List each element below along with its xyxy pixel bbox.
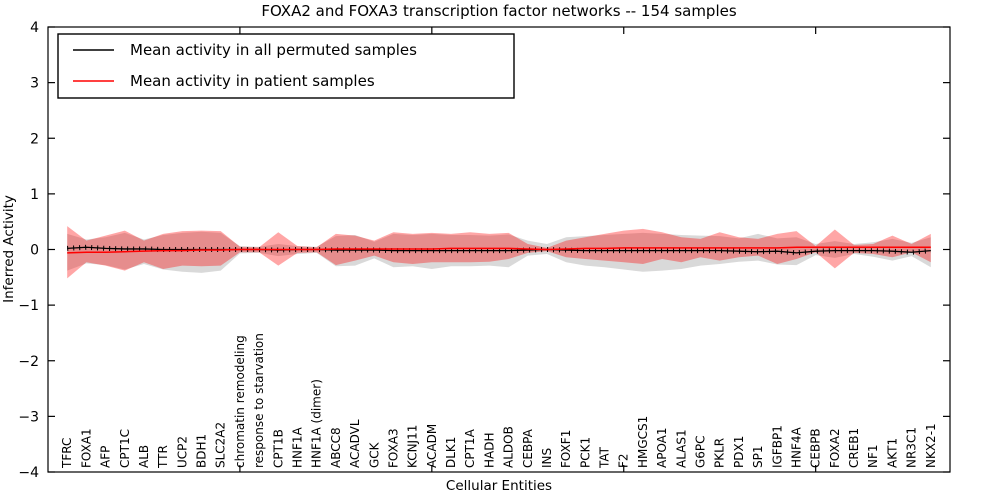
patient-mean-line [67,246,931,254]
x-category-label: CPT1A [463,428,477,468]
x-category-label: HNF1A [290,426,304,468]
x-category-label: chromatin remodeling [233,335,247,468]
plot-border [47,26,951,473]
legend-box [57,33,515,99]
y-tick-label: 3 [30,76,39,92]
x-category-label: INS [540,448,554,468]
x-category-label: PKLR [713,438,727,468]
y-tick-label: −4 [18,465,39,481]
x-category-label: ALB [137,445,151,468]
x-category-label: AFP [99,446,113,468]
y-tick-label: 1 [30,187,39,203]
legend-label-patient: Mean activity in patient samples [130,72,375,90]
tick-label-layer: 4 3 2 1 0 −1 −2 −3 −4 TFRC FOXA1 AFP CPT1C ALB TTR UCP2… [18,20,937,481]
legend-item-patient: Mean activity in patient samples [73,72,375,90]
band-layer [67,226,931,279]
x-category-label: G6PC [694,435,708,468]
x-category-label: TTR [156,445,170,469]
x-category-label: AKT1 [885,438,899,468]
y-tick-label: −3 [18,409,39,425]
x-category-label: BDH1 [195,434,209,468]
y-axis-label: Inferred Activity [1,195,17,303]
x-category-label: HADH [482,432,496,468]
y-tick-label: −2 [18,354,39,370]
x-category-label: UCP2 [175,436,189,468]
x-category-label: CPT1C [118,429,132,468]
x-category-label: ACADVL [348,419,362,468]
x-category-label: HNF4A [789,426,803,468]
x-category-label: KCNJ11 [406,425,420,468]
x-category-label: HNF1A (dimer) [310,379,324,468]
legend-label-permuted: Mean activity in all permuted samples [130,41,417,59]
x-category-label: ALAS1 [674,429,688,468]
x-category-label: ABCC8 [329,427,343,468]
x-category-label: APOA1 [655,427,669,468]
y-tick-label: 4 [30,20,39,36]
x-category-label: FOXA3 [386,428,400,468]
patient-std-band [67,226,931,279]
permuted-std-band [67,231,931,273]
x-category-label: response to starvation [252,333,266,468]
line-layer [67,244,932,256]
x-category-label: HMGCS1 [636,416,650,468]
x-category-label: PCK1 [578,437,592,468]
y-tick-label: 2 [30,131,39,147]
x-axis-label: Cellular Entities [446,478,552,494]
x-category-label: TFRC [60,438,74,469]
x-category-label: ALDOB [502,426,516,468]
x-category-label: FOXA2 [828,428,842,468]
x-category-label: PDX1 [732,436,746,468]
x-category-label: NF1 [866,444,880,468]
x-category-label: IGFBP1 [770,425,784,468]
x-category-label: FOXA1 [79,428,93,468]
x-category-label: NKX2-1 [924,423,938,468]
x-category-label: FOXF1 [559,430,573,468]
x-category-label: GCK [367,441,381,468]
x-category-label: NR3C1 [905,427,919,468]
chart-title: FOXA2 and FOXA3 transcription factor net… [261,2,737,20]
x-category-label: SP1 [751,446,765,469]
x-category-label: CREB1 [847,428,861,468]
x-category-label: CEBPB [809,428,823,468]
legend: Mean activity in all permuted samples Me… [57,33,515,99]
x-category-label: ACADM [425,424,439,468]
x-category-label: F2 [617,453,631,468]
x-category-label: CPT1B [271,429,285,468]
legend-item-permuted: Mean activity in all permuted samples [73,41,417,59]
x-category-label: DLK1 [444,437,458,468]
x-category-label: TAT [598,446,612,469]
y-tick-label: −1 [18,298,39,314]
x-category-label: CEBPA [521,428,535,468]
x-category-label: SLC2A2 [214,422,228,468]
y-tick-label: 0 [30,243,39,259]
